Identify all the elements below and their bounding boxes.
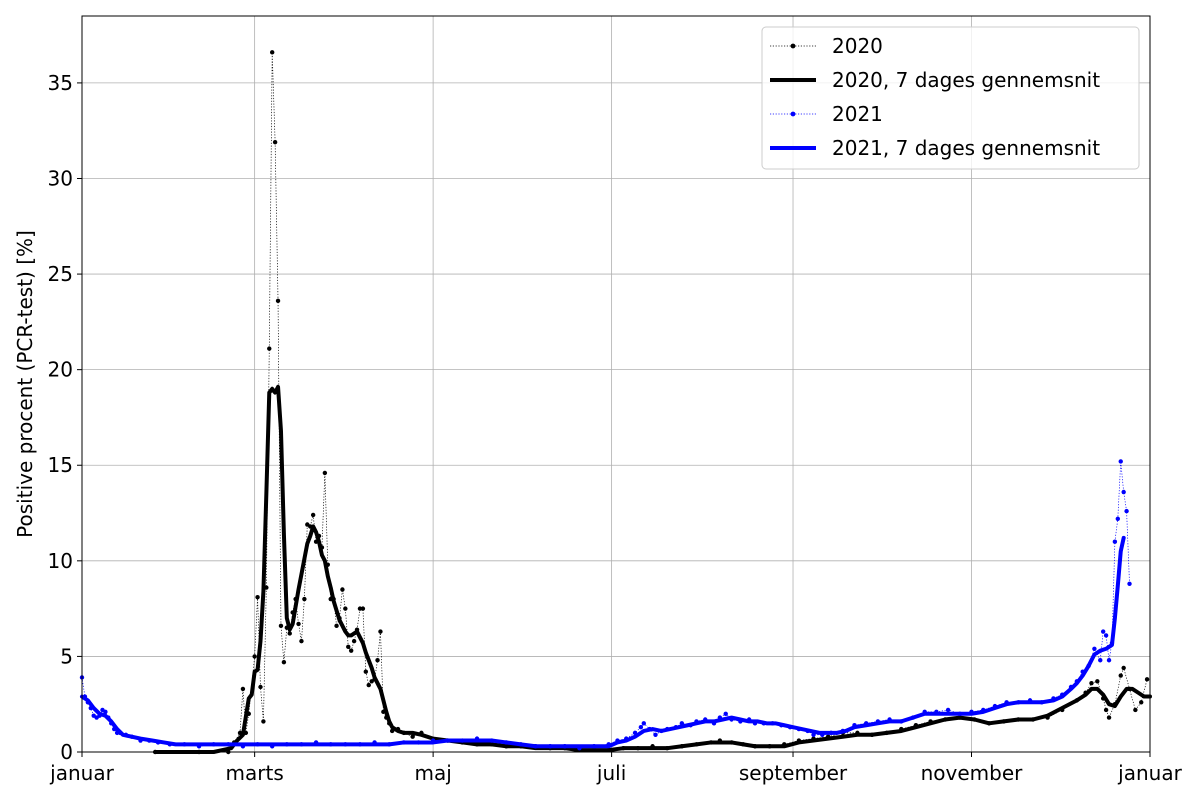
y-tick-label: 25	[48, 262, 73, 286]
x-tick-label: januar	[1117, 761, 1182, 785]
data-point	[653, 732, 658, 737]
data-point	[1092, 646, 1097, 651]
y-tick-label: 0	[60, 740, 73, 764]
data-point	[269, 50, 275, 55]
plot-frame	[81, 15, 1151, 753]
data-point	[638, 724, 644, 730]
data-point	[310, 512, 316, 518]
data-point	[375, 658, 380, 663]
data-point	[103, 709, 108, 715]
data-point	[410, 734, 415, 739]
series-line	[80, 535, 1126, 749]
series-line	[153, 384, 1152, 754]
data-point	[1124, 508, 1129, 514]
data-point	[267, 346, 272, 351]
series-3	[80, 535, 1126, 749]
data-point	[360, 606, 366, 611]
x-tick-label: september	[739, 761, 848, 785]
data-point	[261, 719, 266, 724]
data-point	[1139, 700, 1144, 705]
legend-entry: 2021	[770, 102, 883, 126]
data-point	[322, 470, 328, 476]
legend-entries: 2020 2020, 7 dages gennemsnit 2021 2021, 7 …	[770, 34, 1100, 160]
x-tick-label: juli	[596, 761, 626, 785]
data-point	[240, 686, 246, 692]
data-point	[723, 711, 728, 716]
data-point	[1103, 707, 1109, 713]
data-point	[302, 596, 307, 602]
data-point	[1100, 629, 1106, 634]
y-tick-label: 30	[48, 166, 73, 190]
data-point	[252, 654, 257, 659]
data-point	[296, 621, 301, 627]
axis-ticks: januar marts maj juli september november janua…	[48, 71, 1183, 785]
x-tick-label: marts	[226, 761, 284, 785]
data-point	[366, 682, 371, 688]
y-axis-label: Positive procent (PCR-test) [%]	[13, 230, 37, 538]
series-layer	[79, 50, 1152, 755]
data-point	[1103, 633, 1109, 638]
data-point	[334, 623, 339, 629]
data-point	[945, 707, 951, 713]
legend-box	[761, 26, 1140, 170]
data-point	[1095, 679, 1100, 684]
legend-marker	[790, 111, 796, 117]
data-point	[1118, 459, 1123, 464]
data-point	[1106, 715, 1112, 720]
data-point	[351, 638, 357, 644]
data-point	[641, 721, 646, 726]
data-point	[281, 659, 287, 665]
data-point	[1115, 516, 1121, 521]
legend-label: 2021	[832, 102, 883, 126]
data-point	[272, 139, 278, 145]
x-tick-label: november	[921, 761, 1024, 785]
data-point	[346, 644, 351, 650]
data-point	[287, 631, 292, 636]
legend-entry: 2020, 7 dages gennemsnit	[770, 68, 1100, 92]
data-point	[363, 669, 369, 674]
y-tick-label: 5	[60, 644, 73, 668]
data-point	[1098, 658, 1103, 663]
y-tick-label: 10	[48, 549, 73, 573]
x-tick-label: januar	[49, 761, 114, 785]
legend-label: 2021, 7 dages gennemsnit	[832, 136, 1100, 160]
data-point	[1106, 658, 1112, 663]
data-point	[1133, 707, 1138, 713]
y-tick-label: 20	[48, 358, 73, 382]
data-point	[378, 629, 383, 634]
data-point	[1121, 489, 1126, 495]
data-point	[255, 594, 260, 600]
series-1	[153, 384, 1152, 754]
data-point	[340, 587, 345, 592]
data-point	[1112, 539, 1118, 544]
data-point	[1118, 673, 1123, 678]
legend-label: 2020, 7 dages gennemsnit	[832, 68, 1100, 92]
legend-label: 2020	[832, 34, 883, 58]
data-point	[343, 606, 348, 611]
legend: 2020 2020, 7 dages gennemsnit 2021 2021, 7 …	[761, 26, 1140, 170]
x-tick-label: maj	[414, 761, 451, 785]
data-point	[258, 684, 263, 690]
data-point	[1127, 581, 1132, 586]
data-point	[1144, 677, 1150, 682]
legend-entry: 2021, 7 dages gennemsnit	[770, 136, 1100, 160]
data-point	[348, 648, 354, 653]
data-point	[275, 298, 281, 304]
data-point	[1121, 665, 1126, 671]
legend-marker	[790, 43, 796, 49]
series-2	[79, 459, 1132, 751]
y-tick-label: 35	[48, 71, 73, 95]
series-line	[81, 461, 1130, 749]
legend-entry: 2020	[770, 34, 883, 58]
data-point	[278, 623, 284, 629]
data-point	[299, 638, 304, 644]
y-tick-label: 15	[48, 453, 73, 477]
data-point	[1089, 680, 1094, 686]
